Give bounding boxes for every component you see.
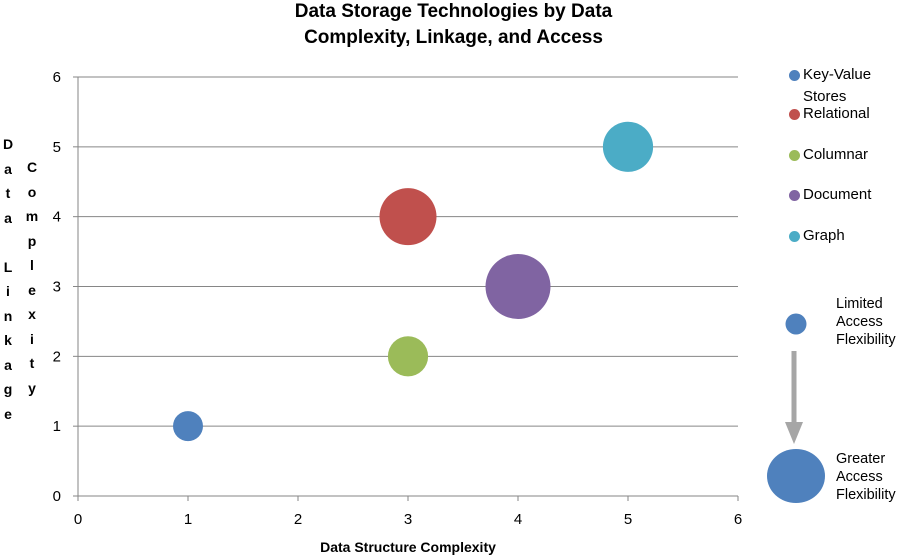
legend-label-line: Columnar: [803, 146, 869, 163]
y-axis-label-letter: k: [4, 332, 12, 348]
y-axis-label-letter: a: [4, 160, 12, 177]
y-tick-label-0: 0: [53, 488, 61, 505]
y-axis-label-letter: e: [4, 405, 12, 422]
y-axis-label-letter: t: [5, 185, 11, 201]
x-tick-label-2: 2: [294, 511, 302, 528]
legend-marker: [789, 70, 800, 81]
legend-label-line: Graph: [803, 227, 845, 244]
size-legend-large-label: Greater Access Flexibility: [836, 450, 907, 504]
size-legend-large-label-line: Access: [836, 469, 883, 485]
y-tick-label-6: 6: [53, 69, 61, 86]
bubble-columnar: [387, 336, 429, 377]
y-axis-label-letter: n: [3, 307, 13, 324]
size-legend-small-bubble: [785, 313, 807, 335]
chart-title-line-1: Data Storage Technologies by Data: [294, 1, 613, 22]
legend-marker: [789, 150, 800, 161]
x-tick-label-5: 5: [624, 511, 632, 528]
size-legend-small-label-line: Access: [836, 314, 883, 330]
legend-label-line: Stores: [803, 88, 847, 105]
size-legend-small-label: Limited Access Flexibility: [836, 295, 907, 349]
x-tick-label-1: 1: [184, 511, 192, 528]
size-legend-large-bubble: [767, 449, 825, 503]
size-legend-small-label-line: Flexibility: [836, 332, 896, 348]
size-legend-large-label-line: Greater: [836, 451, 886, 467]
y-axis-label-letter: L: [3, 258, 13, 275]
legend-label: Graph: [803, 225, 907, 247]
y-axis-label-letter: t: [29, 355, 35, 371]
legend-label: Relational: [803, 103, 907, 125]
y-tick-label-2: 2: [53, 348, 61, 365]
y-axis-label-letter: p: [27, 232, 37, 249]
y-axis-label-letter: a: [4, 209, 12, 226]
y-tick-label-5: 5: [53, 139, 61, 156]
y-axis-label-letter: x: [28, 306, 36, 322]
legend-marker: [789, 109, 800, 120]
legend-label-line: Relational: [803, 105, 870, 122]
x-tick-label-6: 6: [734, 511, 742, 528]
y-axis-label-letter: e: [28, 281, 36, 298]
x-axis-label: Data Structure Complexity: [320, 539, 496, 555]
y-axis-label-letter: m: [25, 208, 39, 224]
y-axis-label-letter: [0, 230, 16, 255]
y-axis-label-letter: a: [4, 356, 12, 373]
y-axis-label-letter: y: [28, 379, 36, 396]
bubble-document: [485, 254, 551, 319]
x-tick-label-3: 3: [404, 511, 412, 528]
x-tick-label-4: 4: [514, 511, 522, 528]
y-axis-label-letter: o: [27, 183, 37, 200]
y-tick-label-3: 3: [53, 279, 61, 296]
legend-label-line: Key-Value: [803, 66, 872, 83]
legend-marker: [789, 231, 800, 242]
bubble-graph: [602, 121, 654, 172]
size-legend-small-label-line: Limited: [836, 296, 883, 312]
y-tick-label-1: 1: [53, 418, 61, 435]
bubble-key-value-stores: [173, 411, 203, 442]
legend-label: Columnar: [803, 144, 907, 166]
x-tick-label-0: 0: [74, 511, 82, 528]
bubble-relational: [379, 188, 437, 246]
y-axis-label-letter: i: [30, 330, 34, 347]
y-axis-label-letter: l: [30, 257, 34, 273]
y-tick-label-4: 4: [53, 209, 61, 226]
legend-label: Document: [803, 184, 907, 206]
size-legend-arrow-head: [785, 422, 803, 444]
y-axis-label-letter: C: [26, 159, 38, 175]
legend-label-line: Document: [803, 186, 872, 203]
chart-title-line-2: Complexity, Linkage, and Access: [304, 27, 603, 48]
size-legend-large-label-line: Flexibility: [836, 487, 896, 503]
y-axis-label-letter: g: [3, 381, 13, 397]
y-axis-label-letter: i: [6, 283, 10, 299]
y-axis-label-letter: D: [2, 136, 14, 152]
legend-marker: [789, 190, 800, 201]
legend-label: Key-Value Stores: [803, 64, 907, 108]
